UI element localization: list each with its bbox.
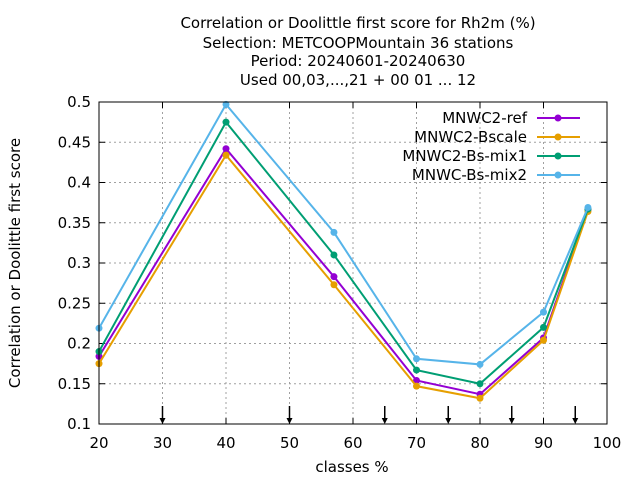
down-arrow — [572, 406, 579, 424]
data-point — [540, 323, 547, 331]
legend-marker — [554, 152, 562, 160]
data-point — [413, 355, 420, 363]
data-point — [476, 394, 484, 402]
title-line-2: Selection: METCOOPMountain 36 stations — [203, 34, 514, 52]
title-line-3: Period: 20240601-20240630 — [251, 52, 466, 70]
legend-label: MNWC2-Bscale — [414, 128, 527, 146]
x-tick-label: 20 — [89, 434, 108, 452]
data-point — [330, 228, 338, 236]
data-point — [584, 203, 592, 211]
x-axis-label: classes % — [315, 458, 388, 476]
x-tick-label: 60 — [343, 434, 362, 452]
legend: MNWC2-refMNWC2-BscaleMNWC2-Bs-mix1MNWC-B… — [402, 109, 580, 184]
x-tick-label: 80 — [470, 434, 489, 452]
down-arrow — [159, 406, 166, 424]
data-point — [222, 151, 230, 159]
x-tick-label: 70 — [407, 434, 426, 452]
title-line-4: Used 00,03,...,21 + 00 01 ... 12 — [240, 71, 476, 89]
arrow-head — [159, 418, 166, 424]
data-point — [330, 281, 338, 289]
data-point — [540, 308, 547, 316]
y-tick-label: 0.3 — [67, 254, 91, 272]
down-arrow — [286, 406, 293, 424]
legend-label: MNWC2-Bs-mix1 — [402, 147, 527, 165]
down-arrow — [381, 406, 388, 424]
plot-border — [98, 101, 608, 425]
y-axis-label: Correlation or Doolittle first score — [6, 138, 24, 388]
y-tick-label: 0.1 — [67, 415, 91, 433]
series-4 — [95, 100, 592, 368]
y-tick-label: 0.4 — [67, 174, 91, 192]
data-point — [330, 273, 338, 281]
title-line-1: Correlation or Doolittle first score for… — [180, 14, 535, 32]
data-point — [222, 100, 230, 108]
series-line — [98, 153, 589, 400]
legend-entry: MNWC-Bs-mix2 — [412, 166, 580, 184]
data-point — [476, 360, 484, 368]
series-2 — [95, 151, 592, 402]
series-layer — [95, 100, 592, 402]
legend-entry: MNWC2-ref — [442, 109, 580, 127]
legend-marker — [554, 114, 562, 122]
legend-label: MNWC-Bs-mix2 — [412, 166, 527, 184]
data-point — [330, 251, 338, 259]
y-tick-label: 0.45 — [58, 133, 91, 151]
legend-marker — [554, 133, 562, 141]
arrow-markers — [159, 406, 579, 424]
chart-title: Correlation or Doolittle first score for… — [180, 14, 535, 89]
data-point — [222, 145, 230, 153]
data-point — [413, 366, 420, 374]
y-tick-label: 0.25 — [58, 294, 91, 312]
y-tick-label: 0.2 — [67, 335, 91, 353]
legend-marker — [554, 171, 562, 179]
x-tick-label: 100 — [593, 434, 622, 452]
x-tick-label: 90 — [534, 434, 553, 452]
legend-label: MNWC2-ref — [442, 109, 527, 127]
legend-entry: MNWC2-Bscale — [414, 128, 580, 146]
arrow-head — [508, 418, 515, 424]
legend-entry: MNWC2-Bs-mix1 — [402, 147, 580, 165]
x-tick-label: 50 — [280, 434, 299, 452]
arrow-head — [286, 418, 293, 424]
data-point — [222, 118, 230, 126]
y-tick-label: 0.15 — [58, 375, 91, 393]
arrow-head — [572, 418, 579, 424]
x-tick-label: 40 — [216, 434, 235, 452]
down-arrow — [445, 406, 452, 424]
data-point — [540, 336, 547, 344]
series-line — [98, 146, 589, 396]
down-arrow — [508, 406, 515, 424]
data-point — [413, 377, 420, 385]
y-tick-label: 0.5 — [67, 93, 91, 111]
axis-ticks: 0.1 0.15 0.2 0.25 0.3 0.35 0.4 0.45 0.5 20 30 40 50 6… — [58, 93, 622, 452]
x-tick-label: 30 — [153, 434, 172, 452]
y-tick-label: 0.35 — [58, 214, 91, 232]
arrow-head — [381, 418, 388, 424]
data-point — [476, 380, 484, 388]
arrow-head — [445, 418, 452, 424]
data-point — [413, 382, 420, 390]
